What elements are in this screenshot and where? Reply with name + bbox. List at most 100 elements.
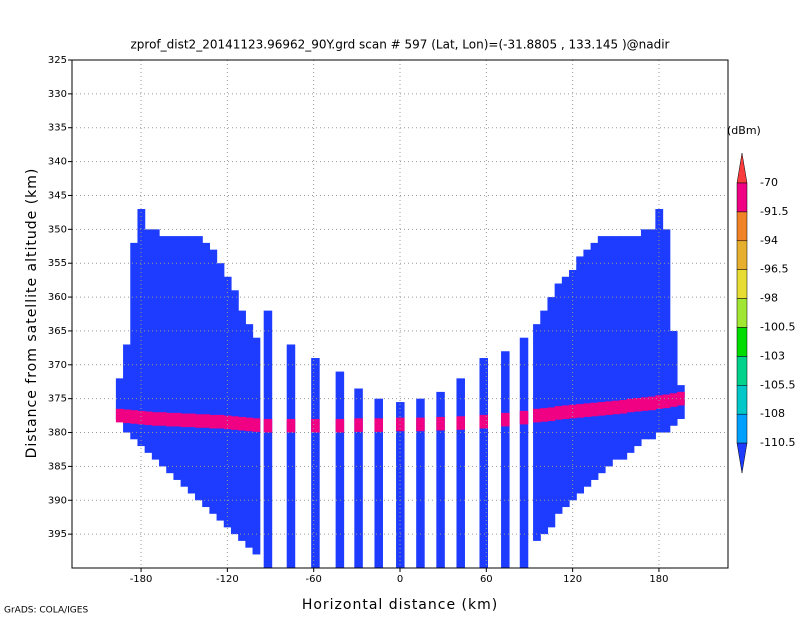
beam (540, 310, 549, 535)
colorbar-label: -70 (760, 176, 778, 189)
x-tick-label: -120 (216, 574, 239, 585)
y-tick-label: 375 (48, 394, 67, 405)
x-axis-label: Horizontal distance (km) (302, 597, 498, 613)
colorbar-label: -91.5 (760, 205, 788, 218)
beam (245, 324, 254, 548)
x-tick-label: 180 (649, 574, 668, 585)
beam (374, 398, 383, 568)
colorbar-segment (736, 298, 748, 328)
beam (187, 236, 196, 494)
surface-echo (223, 415, 232, 430)
y-tick-label: 385 (48, 461, 67, 472)
beam (202, 242, 210, 508)
beam (648, 229, 656, 440)
beam (597, 236, 606, 474)
surface-echo (115, 408, 124, 423)
beam (286, 344, 296, 568)
surface-echo (354, 418, 363, 432)
surface-echo (597, 402, 606, 416)
colorbar-label: -96.5 (760, 263, 788, 276)
surface-echo (137, 410, 146, 425)
beam (252, 337, 261, 555)
colorbar-label: -108 (760, 407, 785, 420)
surface-echo (436, 416, 445, 431)
surface-echo (554, 406, 563, 420)
surface-echo (159, 412, 167, 426)
surface-echo (583, 403, 592, 417)
y-tick-label: 350 (48, 224, 67, 235)
surface-echo (533, 408, 541, 423)
colorbar-label: (dBm) (727, 124, 761, 137)
beam (396, 402, 405, 568)
surface-echo (202, 414, 210, 428)
colorbar-label: -98 (760, 292, 778, 305)
beam (159, 236, 167, 467)
beam (335, 371, 345, 568)
y-tick-label: 390 (48, 495, 67, 506)
beam (554, 283, 563, 514)
x-tick-label: 60 (480, 574, 493, 585)
surface-echo (648, 396, 656, 411)
x-tick-label: 0 (397, 574, 403, 585)
surface-echo (612, 400, 620, 415)
colorbar-segment (736, 269, 748, 299)
beam (223, 276, 232, 528)
beam (561, 276, 570, 508)
beam (590, 242, 599, 480)
surface-echo (640, 397, 649, 411)
surface-echo (547, 407, 556, 422)
colorbar-label: -105.5 (760, 378, 795, 391)
beam (583, 249, 592, 487)
beam (501, 351, 510, 568)
colorbar-label: -94 (760, 234, 778, 247)
beam (612, 236, 620, 460)
footer: GrADS: COLA/IGES (4, 606, 88, 616)
plot-frame (71, 59, 729, 569)
beam (519, 337, 529, 568)
beam (151, 229, 160, 460)
surface-echo (195, 414, 203, 428)
surface-echo (590, 402, 599, 417)
beam (436, 391, 445, 568)
colorbar-label: -103 (760, 349, 785, 362)
y-tick-label: 355 (48, 258, 67, 269)
beam (416, 398, 425, 568)
colorbar-segment (736, 413, 748, 444)
beam (569, 269, 577, 501)
surface-echo (576, 404, 585, 418)
beam (626, 236, 635, 453)
surface-echo (669, 393, 678, 407)
surface-echo (209, 414, 218, 429)
beam (209, 249, 218, 514)
beam (180, 236, 189, 487)
x-tick-label: 120 (563, 574, 582, 585)
beam (123, 344, 131, 433)
beam (311, 358, 320, 568)
colorbar-segment (736, 182, 748, 213)
surface-echo (180, 413, 189, 428)
colorbar-segment (736, 327, 748, 357)
surface-echo (130, 410, 139, 424)
beam (619, 236, 628, 460)
surface-echo (263, 418, 273, 433)
surface-echo (655, 395, 664, 409)
surface-echo (662, 394, 671, 409)
beam (263, 310, 273, 568)
surface-echo (374, 418, 383, 432)
beam (195, 236, 203, 501)
surface-echo (416, 417, 425, 432)
beam (633, 236, 642, 447)
beam (130, 242, 139, 440)
beam (230, 290, 239, 535)
y-axis-label: Distance from satellite altitude (km) (24, 168, 40, 459)
y-tick-label: 380 (48, 428, 67, 439)
y-tick-label: 330 (48, 89, 67, 100)
surface-echo (619, 400, 628, 414)
beam (576, 256, 585, 494)
colorbar-segment (736, 356, 748, 386)
beam (640, 229, 649, 440)
x-tick-label: -180 (130, 574, 153, 585)
surface-echo (245, 417, 254, 432)
surface-echo (626, 398, 635, 413)
